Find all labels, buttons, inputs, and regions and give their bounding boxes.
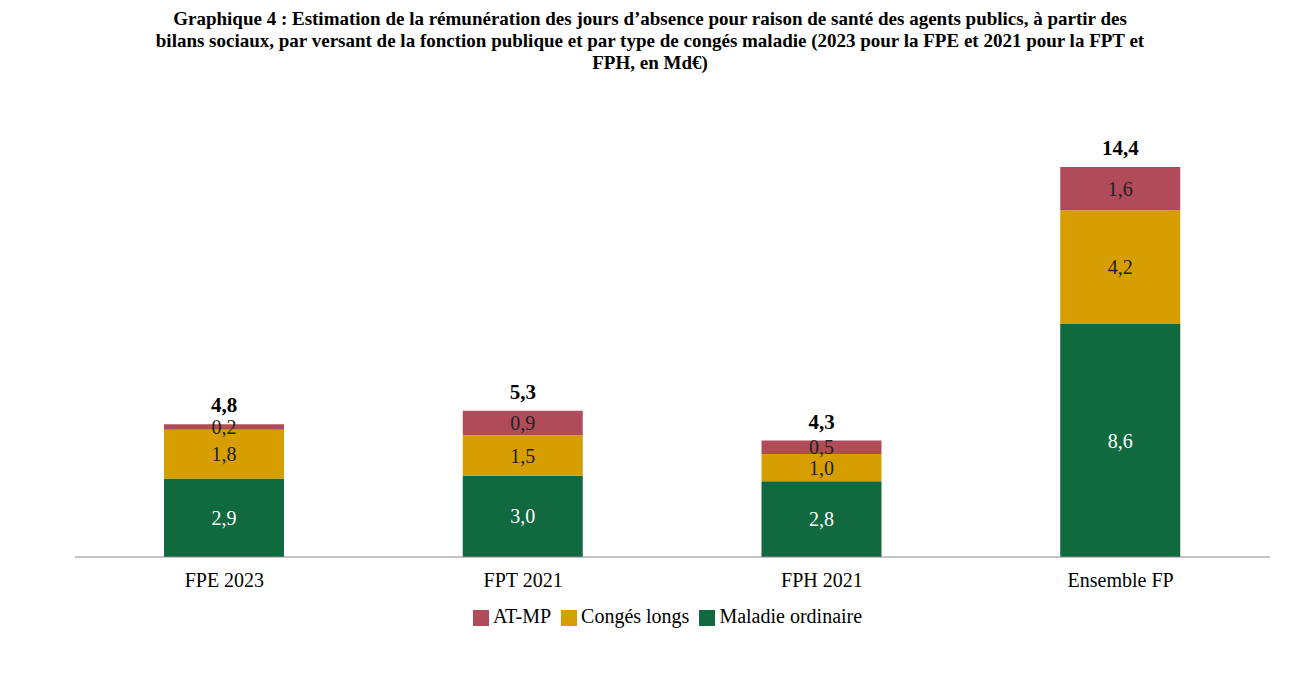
- svg-text:2,8: 2,8: [809, 508, 834, 530]
- svg-text:FPT 2021: FPT 2021: [484, 569, 563, 591]
- html-text:Congés longs: Congés longs: [581, 605, 690, 627]
- svg-text:1,5: 1,5: [510, 445, 535, 467]
- svg-text:4,8: 4,8: [211, 393, 237, 417]
- svg-text:0,2: 0,2: [212, 416, 237, 438]
- html-text:AT-MP: AT-MP: [492, 605, 552, 627]
- svg-text:5,3: 5,3: [510, 380, 536, 404]
- svg-text:8,6: 8,6: [1108, 430, 1133, 452]
- svg-text:1,8: 1,8: [212, 443, 237, 465]
- svg-text:4,3: 4,3: [808, 410, 834, 434]
- svg-text:FPH 2021: FPH 2021: [781, 569, 863, 591]
- svg-text:FPE 2023: FPE 2023: [185, 569, 264, 591]
- svg-text:3,0: 3,0: [510, 505, 535, 527]
- svg-text:4,2: 4,2: [1108, 256, 1133, 278]
- svg-text:Ensemble FP: Ensemble FP: [1068, 569, 1174, 591]
- svg-text:0,5: 0,5: [809, 436, 834, 458]
- html-text:Graphique 4 : Estimation de la: Graphique 4 : Estimation de la rémunérat…: [155, 8, 1145, 73]
- svg-text:1,0: 1,0: [809, 457, 834, 479]
- svg-text:2,9: 2,9: [212, 507, 237, 529]
- svg-text:1,6: 1,6: [1108, 178, 1133, 200]
- svg-text:14,4: 14,4: [1102, 136, 1139, 160]
- svg-text:0,9: 0,9: [510, 412, 535, 434]
- html-text:Maladie ordinaire: Maladie ordinaire: [719, 605, 863, 627]
